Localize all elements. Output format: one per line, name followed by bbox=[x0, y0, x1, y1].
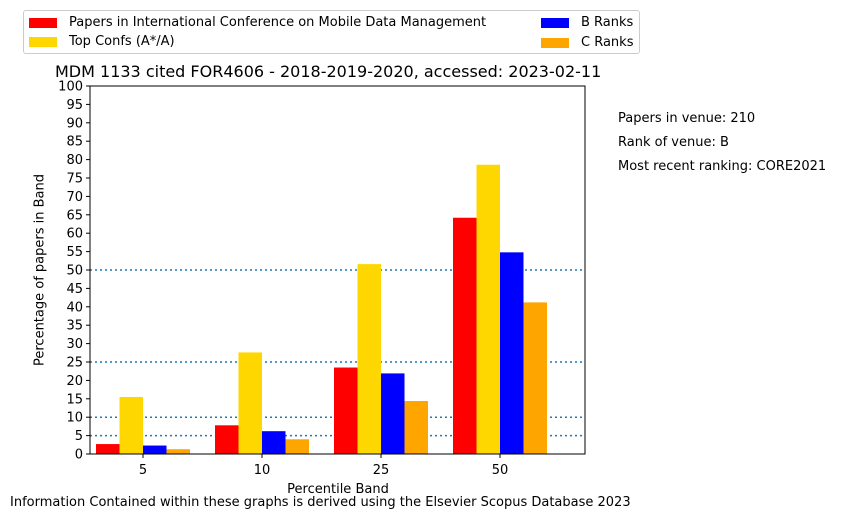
bar-25-series-2 bbox=[381, 373, 405, 454]
bar-10-series-2 bbox=[262, 431, 286, 454]
y-tick-label-60: 60 bbox=[66, 227, 83, 242]
bar-5-series-3 bbox=[166, 449, 190, 454]
legend-label-series-2: B Ranks bbox=[581, 15, 634, 30]
x-tick-label-25: 25 bbox=[373, 463, 390, 478]
y-tick-label-30: 30 bbox=[66, 337, 83, 352]
x-tick-label-50: 50 bbox=[492, 463, 509, 478]
bar-50-series-2 bbox=[500, 252, 524, 454]
bar-25-series-1 bbox=[357, 264, 381, 454]
y-tick-label-45: 45 bbox=[66, 282, 83, 297]
y-axis-label: Percentage of papers in Band bbox=[32, 173, 48, 367]
papers-in-venue-note: Papers in venue: 210 bbox=[618, 111, 756, 126]
bar-25-series-0 bbox=[334, 367, 358, 454]
bar-5-series-0 bbox=[96, 444, 120, 454]
bar-50-series-3 bbox=[523, 302, 547, 454]
y-tick-label-85: 85 bbox=[66, 135, 83, 150]
x-tick-label-5: 5 bbox=[139, 463, 147, 478]
y-axis-ticks: 0 5 10 15 20 25 30 35 40 45 50 55 60 65 70 75 80 85 90 95 10… bbox=[58, 80, 90, 463]
bar-5-series-2 bbox=[143, 445, 167, 454]
x-tick-label-10: 10 bbox=[254, 463, 271, 478]
y-tick-label-90: 90 bbox=[66, 116, 83, 131]
bar-50-series-0 bbox=[453, 217, 477, 454]
y-tick-label-75: 75 bbox=[66, 172, 83, 187]
y-tick-label-80: 80 bbox=[66, 153, 83, 168]
y-tick-label-55: 55 bbox=[66, 245, 83, 260]
bar-5-series-1 bbox=[119, 396, 143, 454]
footer-note: Information Contained within these graph… bbox=[10, 495, 631, 510]
y-tick-label-95: 95 bbox=[66, 98, 83, 113]
legend-swatch-series-1 bbox=[29, 37, 57, 47]
bar-50-series-1 bbox=[476, 164, 500, 454]
bars bbox=[96, 164, 547, 454]
y-tick-label-15: 15 bbox=[66, 392, 83, 407]
y-tick-label-100: 100 bbox=[58, 80, 83, 95]
y-tick-label-35: 35 bbox=[66, 319, 83, 334]
bar-25-series-3 bbox=[404, 401, 428, 454]
bar-10-series-0 bbox=[215, 425, 239, 454]
bar-10-series-3 bbox=[285, 439, 309, 454]
y-tick-label-40: 40 bbox=[66, 300, 83, 315]
chart-title: MDM 1133 cited FOR4606 - 2018-2019-2020,… bbox=[55, 62, 602, 81]
bar-10-series-1 bbox=[238, 352, 262, 454]
legend-swatch-series-0 bbox=[29, 18, 57, 28]
legend-label-series-3: C Ranks bbox=[581, 35, 634, 50]
y-tick-label-25: 25 bbox=[66, 356, 83, 371]
y-tick-label-70: 70 bbox=[66, 190, 83, 205]
x-axis-label: Percentile Band bbox=[287, 482, 389, 497]
y-tick-label-10: 10 bbox=[66, 411, 83, 426]
y-tick-label-5: 5 bbox=[75, 429, 83, 444]
legend-swatch-series-2 bbox=[541, 18, 569, 28]
recent-ranking-note: Most recent ranking: CORE2021 bbox=[618, 159, 827, 174]
legend-swatch-series-3 bbox=[541, 38, 569, 48]
venue-rank-note: Rank of venue: B bbox=[618, 135, 729, 150]
legend-label-series-1: Top Confs (A*/A) bbox=[69, 34, 175, 49]
y-tick-label-20: 20 bbox=[66, 374, 83, 389]
legend: Papers in International Conference on Mo… bbox=[23, 10, 640, 54]
y-tick-label-65: 65 bbox=[66, 208, 83, 223]
y-tick-label-50: 50 bbox=[66, 264, 83, 279]
legend-label-series-0: Papers in International Conference on Mo… bbox=[69, 15, 487, 30]
y-tick-label-0: 0 bbox=[75, 448, 83, 463]
x-axis-ticks: 5 10 25 50 bbox=[139, 454, 508, 478]
